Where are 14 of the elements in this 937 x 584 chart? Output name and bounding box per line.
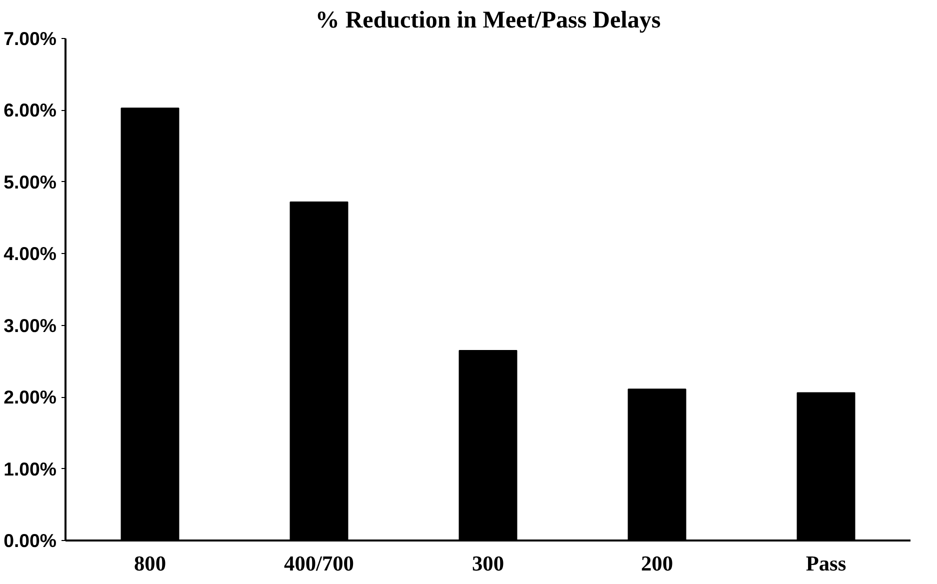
y-tick-label: 7.00% xyxy=(4,28,57,49)
y-tick-label: 4.00% xyxy=(4,243,57,264)
y-tick-label: 1.00% xyxy=(4,458,57,480)
x-tick-label: 800 xyxy=(134,552,166,576)
y-tick-label: 0.00% xyxy=(4,530,57,551)
chart-title: % Reduction in Meet/Pass Delays xyxy=(315,8,661,34)
x-tick-label: 300 xyxy=(472,552,504,576)
y-tick-label: 2.00% xyxy=(4,386,57,408)
y-tick-label: 6.00% xyxy=(4,100,57,121)
x-tick-label: Pass xyxy=(806,552,846,576)
x-tick-label: 400/700 xyxy=(284,552,354,576)
x-tick-label: 200 xyxy=(641,552,674,576)
y-tick-label: 3.00% xyxy=(4,314,57,336)
y-tick-label: 5.00% xyxy=(4,171,57,192)
